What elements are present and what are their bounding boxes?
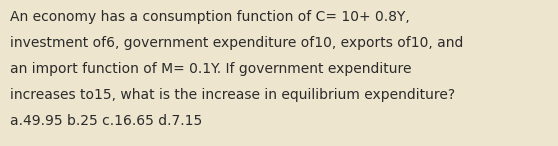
Text: a.49.95 b.25 c.16.65 d.7.15: a.49.95 b.25 c.16.65 d.7.15 (10, 114, 203, 128)
Text: An economy has a consumption function of C= 10+ 0.8Y,: An economy has a consumption function of… (10, 10, 410, 24)
Text: investment of6, government expenditure of10, exports of10, and: investment of6, government expenditure o… (10, 36, 463, 50)
Text: increases to15, what is the increase in equilibrium expenditure?: increases to15, what is the increase in … (10, 88, 455, 102)
Text: an import function of M= 0.1Y. If government expenditure: an import function of M= 0.1Y. If govern… (10, 62, 412, 76)
